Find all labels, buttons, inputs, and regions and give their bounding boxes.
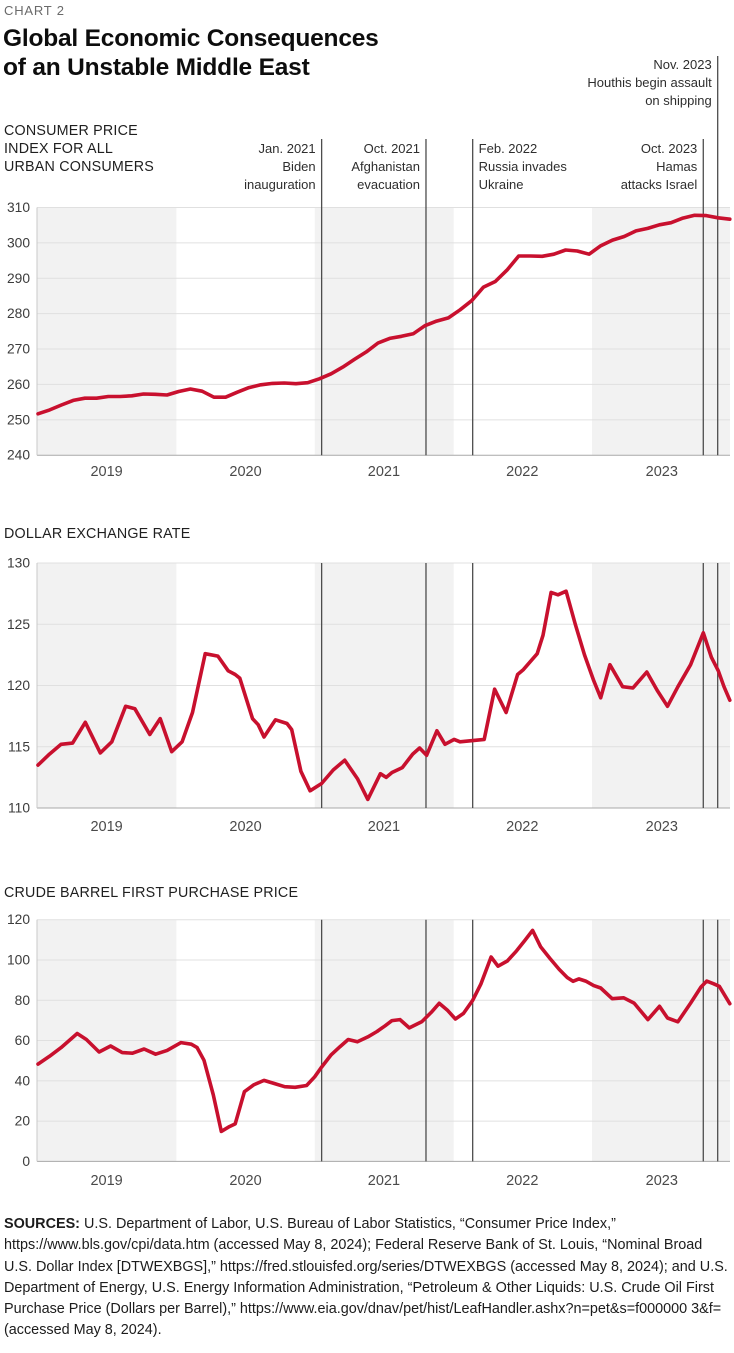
year-band — [37, 207, 177, 456]
x-year-label: 2022 — [506, 464, 538, 480]
y-tick-label: 20 — [15, 1114, 31, 1129]
year-band — [592, 207, 730, 456]
event-label-houthi-shipping-assault: Nov. 2023 Houthis begin assault on shippin… — [587, 57, 712, 108]
x-year-label: 2020 — [229, 819, 261, 835]
x-year-label: 2022 — [506, 819, 538, 835]
y-tick-label: 250 — [7, 412, 30, 427]
chart1-title: CONSUMER PRICE INDEX FOR ALL URBAN CONSUME… — [4, 122, 154, 176]
chart1-title-line-1: CONSUMER PRICE — [4, 123, 138, 139]
y-tick-label: 0 — [22, 1154, 30, 1169]
chart1-title-line-2: INDEX FOR ALL — [4, 141, 114, 157]
x-year-label: 2019 — [90, 1173, 122, 1189]
chart3-title: CRUDE BARREL FIRST PURCHASE PRICE — [4, 885, 299, 901]
y-tick-label: 120 — [7, 912, 30, 927]
event-label-russia-invades-ukraine: Feb. 2022 Russia invades Ukraine — [478, 141, 567, 192]
page-title-line-1: Global Economic Consequences — [3, 25, 379, 52]
y-tick-label: 310 — [7, 200, 30, 215]
dollar-exchange-rate-line — [36, 589, 732, 802]
x-year-label: 2020 — [229, 464, 261, 480]
y-tick-label: 240 — [7, 448, 30, 463]
page-title-line-2: of an Unstable Middle East — [3, 54, 310, 81]
y-tick-label: 300 — [7, 235, 30, 250]
x-year-label: 2019 — [90, 819, 122, 835]
year-band — [314, 207, 454, 456]
y-tick-label: 120 — [7, 678, 30, 693]
x-year-label: 2020 — [229, 1173, 261, 1189]
sources-text: U.S. Department of Labor, U.S. Bureau of… — [4, 1216, 728, 1339]
x-year-label: 2023 — [646, 1173, 678, 1189]
y-tick-label: 60 — [15, 1033, 31, 1048]
y-tick-label: 110 — [8, 801, 30, 816]
page-title: Global Economic Consequences of an Unstab… — [3, 24, 379, 82]
y-tick-label: 290 — [7, 271, 30, 286]
y-tick-label: 40 — [15, 1073, 31, 1088]
crude-first-purchase-price-chart: 0 20 40 60 80 100 120 2019 2020 2021 2022 2023 — [7, 912, 732, 1189]
event-label-afghanistan-evacuation: Oct. 2021 Afghanistan evacuation — [351, 141, 420, 192]
y-tick-label: 125 — [7, 617, 30, 632]
consumer-price-index-chart: 240 250 260 270 280 290 300 310 2019 2020 2021 2022… — [7, 56, 732, 480]
y-tick-label: 80 — [15, 993, 31, 1008]
y-tick-label: 280 — [7, 306, 30, 321]
y-tick-label: 115 — [8, 739, 30, 754]
sources-label: SOURCES: — [4, 1216, 80, 1232]
consumer-price-index-line — [36, 213, 732, 416]
x-year-label: 2023 — [646, 464, 678, 480]
x-year-label: 2021 — [368, 1173, 400, 1189]
y-tick-label: 270 — [7, 342, 30, 357]
y-tick-label: 260 — [7, 377, 30, 392]
x-year-label: 2021 — [368, 464, 400, 480]
chart1-title-line-3: URBAN CONSUMERS — [4, 159, 154, 175]
x-year-label: 2022 — [506, 1173, 538, 1189]
crude-first-purchase-price-line — [36, 928, 732, 1134]
sources-note: SOURCES: U.S. Department of Labor, U.S. … — [4, 1214, 731, 1342]
dollar-exchange-rate-chart: 110 115 120 125 130 2019 2020 2021 2022 2023 — [7, 556, 732, 835]
chart-kicker: CHART 2 — [4, 3, 65, 18]
event-label-hamas-attacks-israel: Oct. 2023 Hamas attacks Israel — [620, 141, 698, 192]
event-label-biden-inauguration: Jan. 2021 Biden inauguration — [244, 141, 316, 192]
y-tick-label: 130 — [7, 556, 30, 571]
x-year-label: 2023 — [646, 819, 678, 835]
x-year-label: 2021 — [368, 819, 400, 835]
x-year-label: 2019 — [90, 464, 122, 480]
y-tick-label: 100 — [7, 952, 30, 967]
chart2-title: DOLLAR EXCHANGE RATE — [4, 526, 191, 542]
